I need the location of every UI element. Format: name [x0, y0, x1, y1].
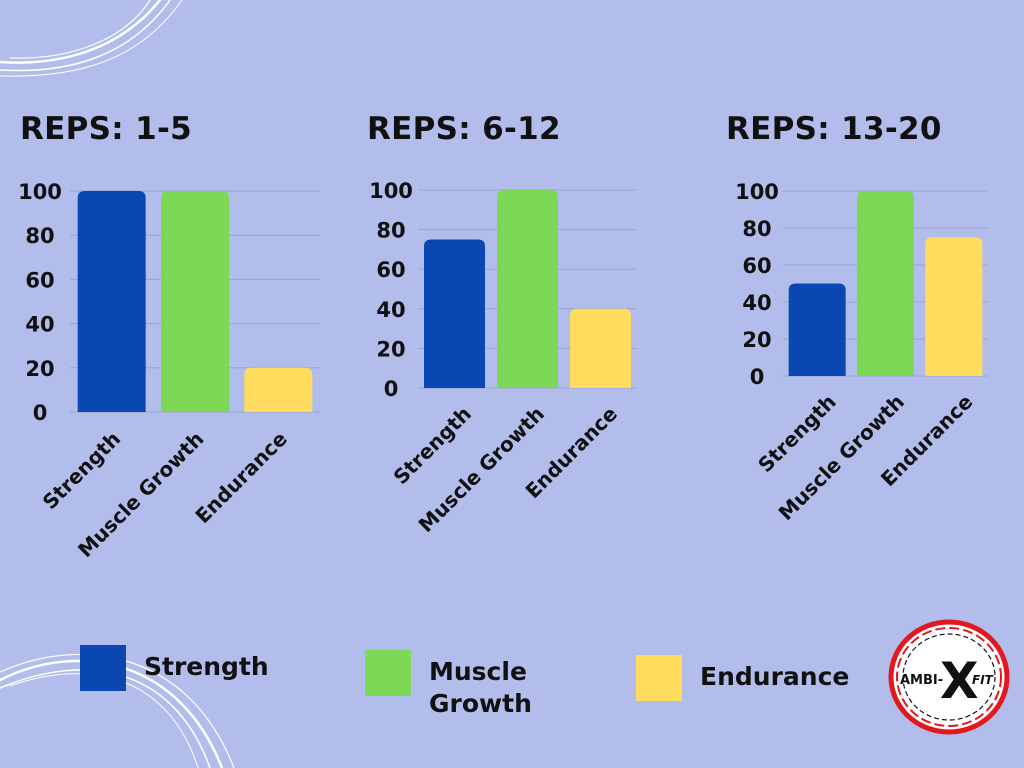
logo-text-fit: FIT — [972, 673, 994, 687]
ambi-x-fit-logo: AMBI- X FIT — [888, 619, 1010, 735]
chart-title-2: REPS: 6-12 — [367, 111, 561, 147]
y-tick-label: 80 — [742, 217, 771, 241]
bar-muscle-growth — [161, 191, 229, 412]
bar-muscle-growth — [857, 191, 914, 376]
chart-title-3: REPS: 13-20 — [726, 111, 942, 147]
y-tick-label: 40 — [25, 313, 54, 337]
bar-strength — [424, 239, 485, 388]
y-tick-label: 0 — [33, 401, 48, 425]
bar-strength — [788, 283, 846, 376]
y-tick-label: 100 — [18, 180, 62, 204]
logo-text-ambi: AMBI- — [900, 673, 943, 688]
bar-endurance — [244, 367, 313, 412]
y-tick-label: 80 — [376, 219, 405, 243]
y-tick-label: 20 — [742, 328, 771, 352]
y-tick-label: 20 — [376, 337, 405, 361]
legend-label-endurance: Endurance — [700, 662, 850, 691]
legend-swatch-endurance — [636, 655, 682, 701]
bar-endurance — [570, 308, 631, 388]
y-tick-label: 40 — [376, 298, 405, 322]
legend-item-muscle-growth: Muscle Growth — [365, 650, 549, 720]
y-tick-label: 80 — [25, 224, 54, 248]
legend-swatch-muscle-growth — [365, 650, 411, 696]
y-tick-label: 60 — [25, 268, 54, 292]
y-tick-label: 100 — [735, 180, 779, 204]
chart-title-1: REPS: 1-5 — [20, 111, 192, 147]
y-tick-label: 100 — [369, 179, 413, 203]
y-tick-label: 20 — [25, 357, 54, 381]
y-tick-label: 40 — [742, 291, 771, 315]
legend-item-strength: Strength — [80, 645, 269, 691]
legend-swatch-strength — [80, 645, 126, 691]
y-tick-label: 60 — [376, 258, 405, 282]
y-tick-label: 60 — [742, 254, 771, 278]
legend-label-muscle-growth: Muscle Growth — [429, 657, 532, 718]
y-tick-label: 0 — [384, 377, 399, 401]
bar-muscle-growth — [497, 190, 558, 388]
legend-label-strength: Strength — [144, 652, 269, 681]
bar-strength — [77, 191, 146, 412]
y-tick-label: 0 — [750, 365, 765, 389]
x-tick-label: Muscle Growth — [774, 390, 909, 525]
bar-endurance — [925, 237, 983, 376]
logo-text-x: X — [940, 652, 979, 710]
legend-item-endurance: Endurance — [636, 655, 849, 701]
